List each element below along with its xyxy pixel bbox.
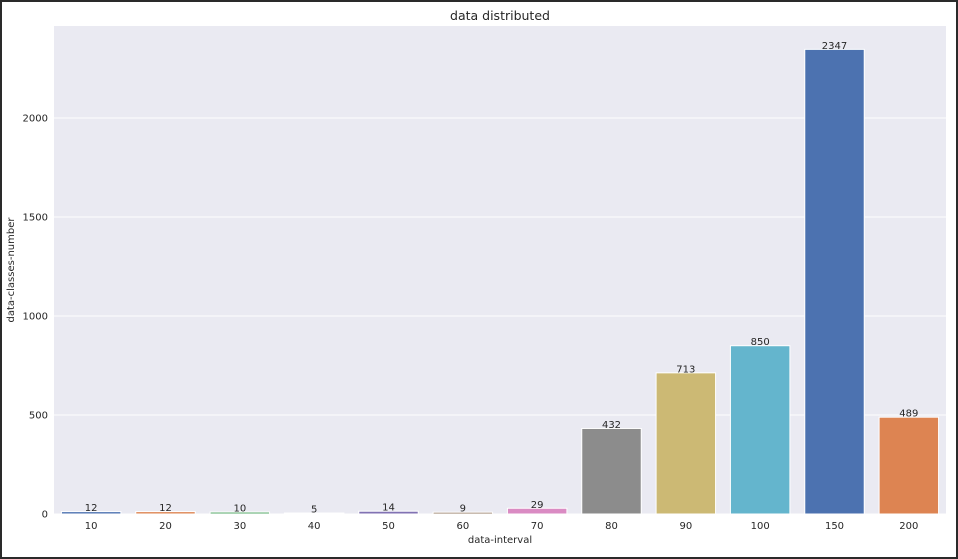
bar-40 — [283, 512, 345, 515]
bar-200 — [878, 416, 940, 515]
bar-60 — [432, 511, 494, 515]
bar-value-label: 14 — [382, 503, 395, 514]
y-tick-label: 2000 — [23, 114, 48, 125]
y-tick-label: 0 — [42, 510, 48, 521]
bar-80 — [581, 427, 642, 515]
y-tick-label: 500 — [29, 411, 48, 422]
y-tick-label: 1500 — [23, 213, 48, 224]
x-tick-label: 10 — [85, 521, 98, 532]
x-tick-label: 90 — [679, 521, 692, 532]
bar-value-label: 432 — [602, 420, 621, 431]
bar-20 — [135, 511, 196, 515]
bar-value-label: 12 — [159, 503, 172, 514]
y-tick-label: 1000 — [23, 312, 48, 323]
x-tick-label: 30 — [233, 521, 246, 532]
bar-value-label: 12 — [85, 503, 98, 514]
chart-title: data distributed — [450, 8, 550, 23]
bar-value-label: 29 — [531, 500, 544, 511]
bar-70 — [506, 507, 568, 515]
x-tick-label: 20 — [159, 521, 172, 532]
bar-value-label: 5 — [311, 505, 317, 516]
x-tick-label: 200 — [899, 521, 918, 532]
bar-150 — [804, 48, 865, 515]
x-tick-label: 100 — [751, 521, 770, 532]
x-tick-label: 80 — [605, 521, 618, 532]
bar-value-label: 2347 — [822, 41, 847, 52]
bar-value-label: 713 — [676, 364, 695, 375]
bars-group — [60, 48, 940, 515]
bar-value-label: 850 — [751, 337, 770, 348]
x-axis-label: data-interval — [468, 535, 532, 546]
x-tick-label: 40 — [308, 521, 321, 532]
x-axis-ticks: 10 20 30 40 50 60 70 80 90 100 150 200 — [85, 521, 919, 532]
grid-lines — [54, 117, 946, 515]
bar-50 — [358, 510, 419, 515]
x-tick-label: 70 — [531, 521, 544, 532]
x-tick-label: 150 — [825, 521, 844, 532]
x-tick-label: 60 — [456, 521, 469, 532]
y-axis-ticks: 0 500 1000 1500 2000 — [23, 114, 48, 521]
bar-30 — [209, 511, 271, 515]
plot-area — [54, 26, 946, 514]
y-axis-label: data-classes-number — [6, 217, 17, 323]
bar-90 — [655, 372, 717, 515]
bar-10 — [60, 511, 122, 515]
bar-value-label: 489 — [899, 409, 918, 420]
bar-100 — [729, 345, 791, 515]
x-tick-label: 50 — [382, 521, 395, 532]
bar-value-label: 10 — [233, 504, 246, 515]
bar-value-labels: 12 12 10 5 14 9 29 432 713 850 2347 489 — [85, 41, 919, 516]
bar-value-label: 9 — [460, 504, 466, 515]
